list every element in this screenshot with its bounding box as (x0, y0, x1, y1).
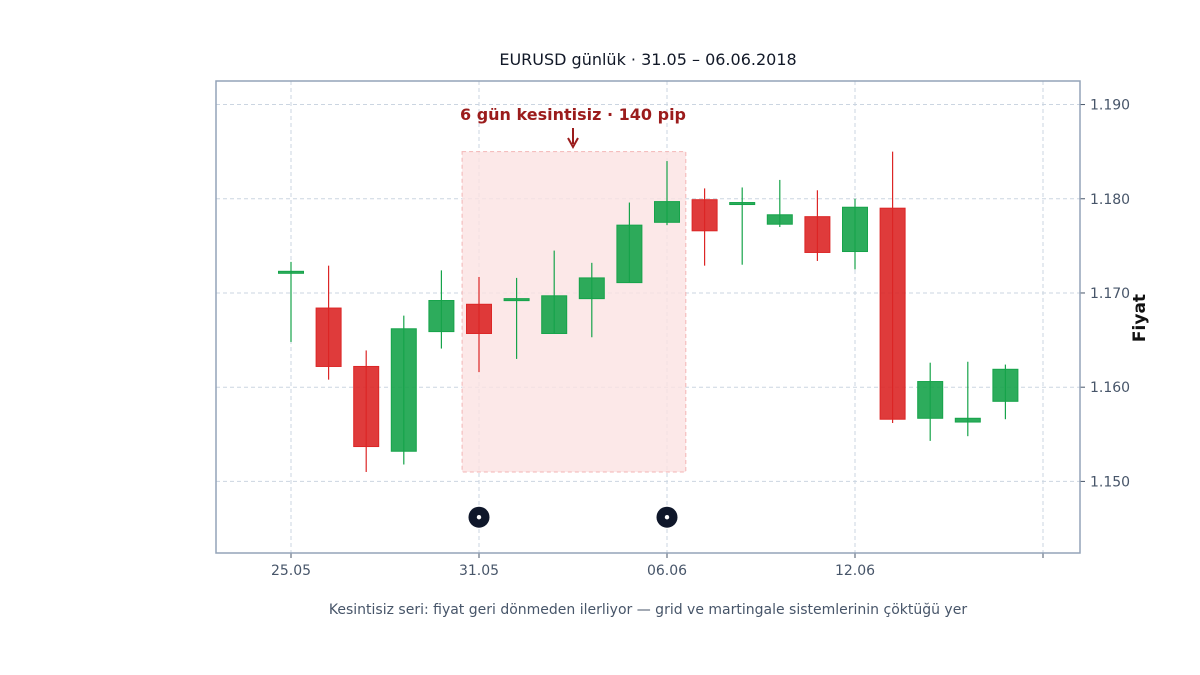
candle-body (654, 201, 680, 223)
x-tick-label: 25.05 (271, 563, 311, 579)
markers (468, 506, 678, 528)
candle-body (954, 417, 981, 423)
plot-frame (215, 80, 1081, 554)
candle-down (466, 276, 492, 373)
candle-body (353, 365, 380, 448)
axes: 1.150 1.160 1.170 1.180 1.190 25.05 31.05 06.06… (271, 98, 1130, 579)
candles (278, 151, 1019, 472)
candle-up (729, 187, 756, 265)
candle-body (466, 303, 492, 334)
annotation-layer: 6 gün kesintisiz · 140 pip (460, 105, 686, 150)
candle-body (278, 270, 304, 274)
candle-up (954, 361, 981, 437)
chart-title: EURUSD günlük · 31.05 – 06.06.2018 (499, 50, 797, 69)
candle-body (917, 381, 944, 419)
candle-body (691, 199, 718, 232)
chart-caption: Kesintisiz seri: fiyat geri dönmeden ile… (328, 602, 968, 618)
candle-up (842, 198, 868, 270)
candle-body (729, 202, 756, 206)
x-tick-label: 12.06 (835, 563, 875, 579)
x-tick-label: 06.06 (647, 563, 687, 579)
candle-down (353, 350, 380, 472)
candle-body (842, 206, 868, 253)
event-marker-dot (664, 514, 670, 520)
y-tick-label: 1.170 (1090, 286, 1130, 302)
candle-down (315, 265, 342, 380)
candle-up (578, 262, 605, 338)
highlight-region (461, 151, 687, 473)
candle-down (879, 151, 906, 423)
candle-body (428, 300, 455, 333)
candle-up (278, 261, 304, 342)
candle-down (691, 188, 718, 266)
candle-up (992, 364, 1019, 420)
candle-up (654, 161, 680, 226)
candle-body (390, 328, 417, 452)
candle-up (390, 315, 417, 465)
x-tick-label: 31.05 (459, 563, 499, 579)
y-axis-label: Fiyat (1130, 294, 1150, 342)
y-tick-label: 1.150 (1090, 474, 1130, 490)
highlight-layer (461, 151, 687, 473)
candle-body (315, 307, 342, 367)
y-tick-label: 1.160 (1090, 380, 1130, 396)
candle-up (428, 270, 455, 349)
candle-body (616, 224, 643, 284)
candle-body (804, 216, 831, 253)
event-marker-dot (476, 514, 482, 520)
candle-body (541, 295, 568, 334)
candle-down (804, 190, 831, 261)
candle-body (503, 298, 530, 302)
candle-up (917, 362, 944, 441)
annotation-text: 6 gün kesintisiz · 140 pip (460, 105, 686, 124)
candle-up (503, 277, 530, 359)
candle-body (992, 368, 1019, 402)
y-tick-label: 1.180 (1090, 192, 1130, 208)
annotation-arrowhead (567, 137, 579, 150)
candle-body (766, 214, 793, 225)
y-tick-label: 1.190 (1090, 98, 1130, 114)
candle-up (616, 202, 643, 284)
candle-up (766, 179, 793, 228)
candle-body (879, 207, 906, 420)
candle-body (578, 277, 605, 300)
candle-up (541, 250, 568, 334)
